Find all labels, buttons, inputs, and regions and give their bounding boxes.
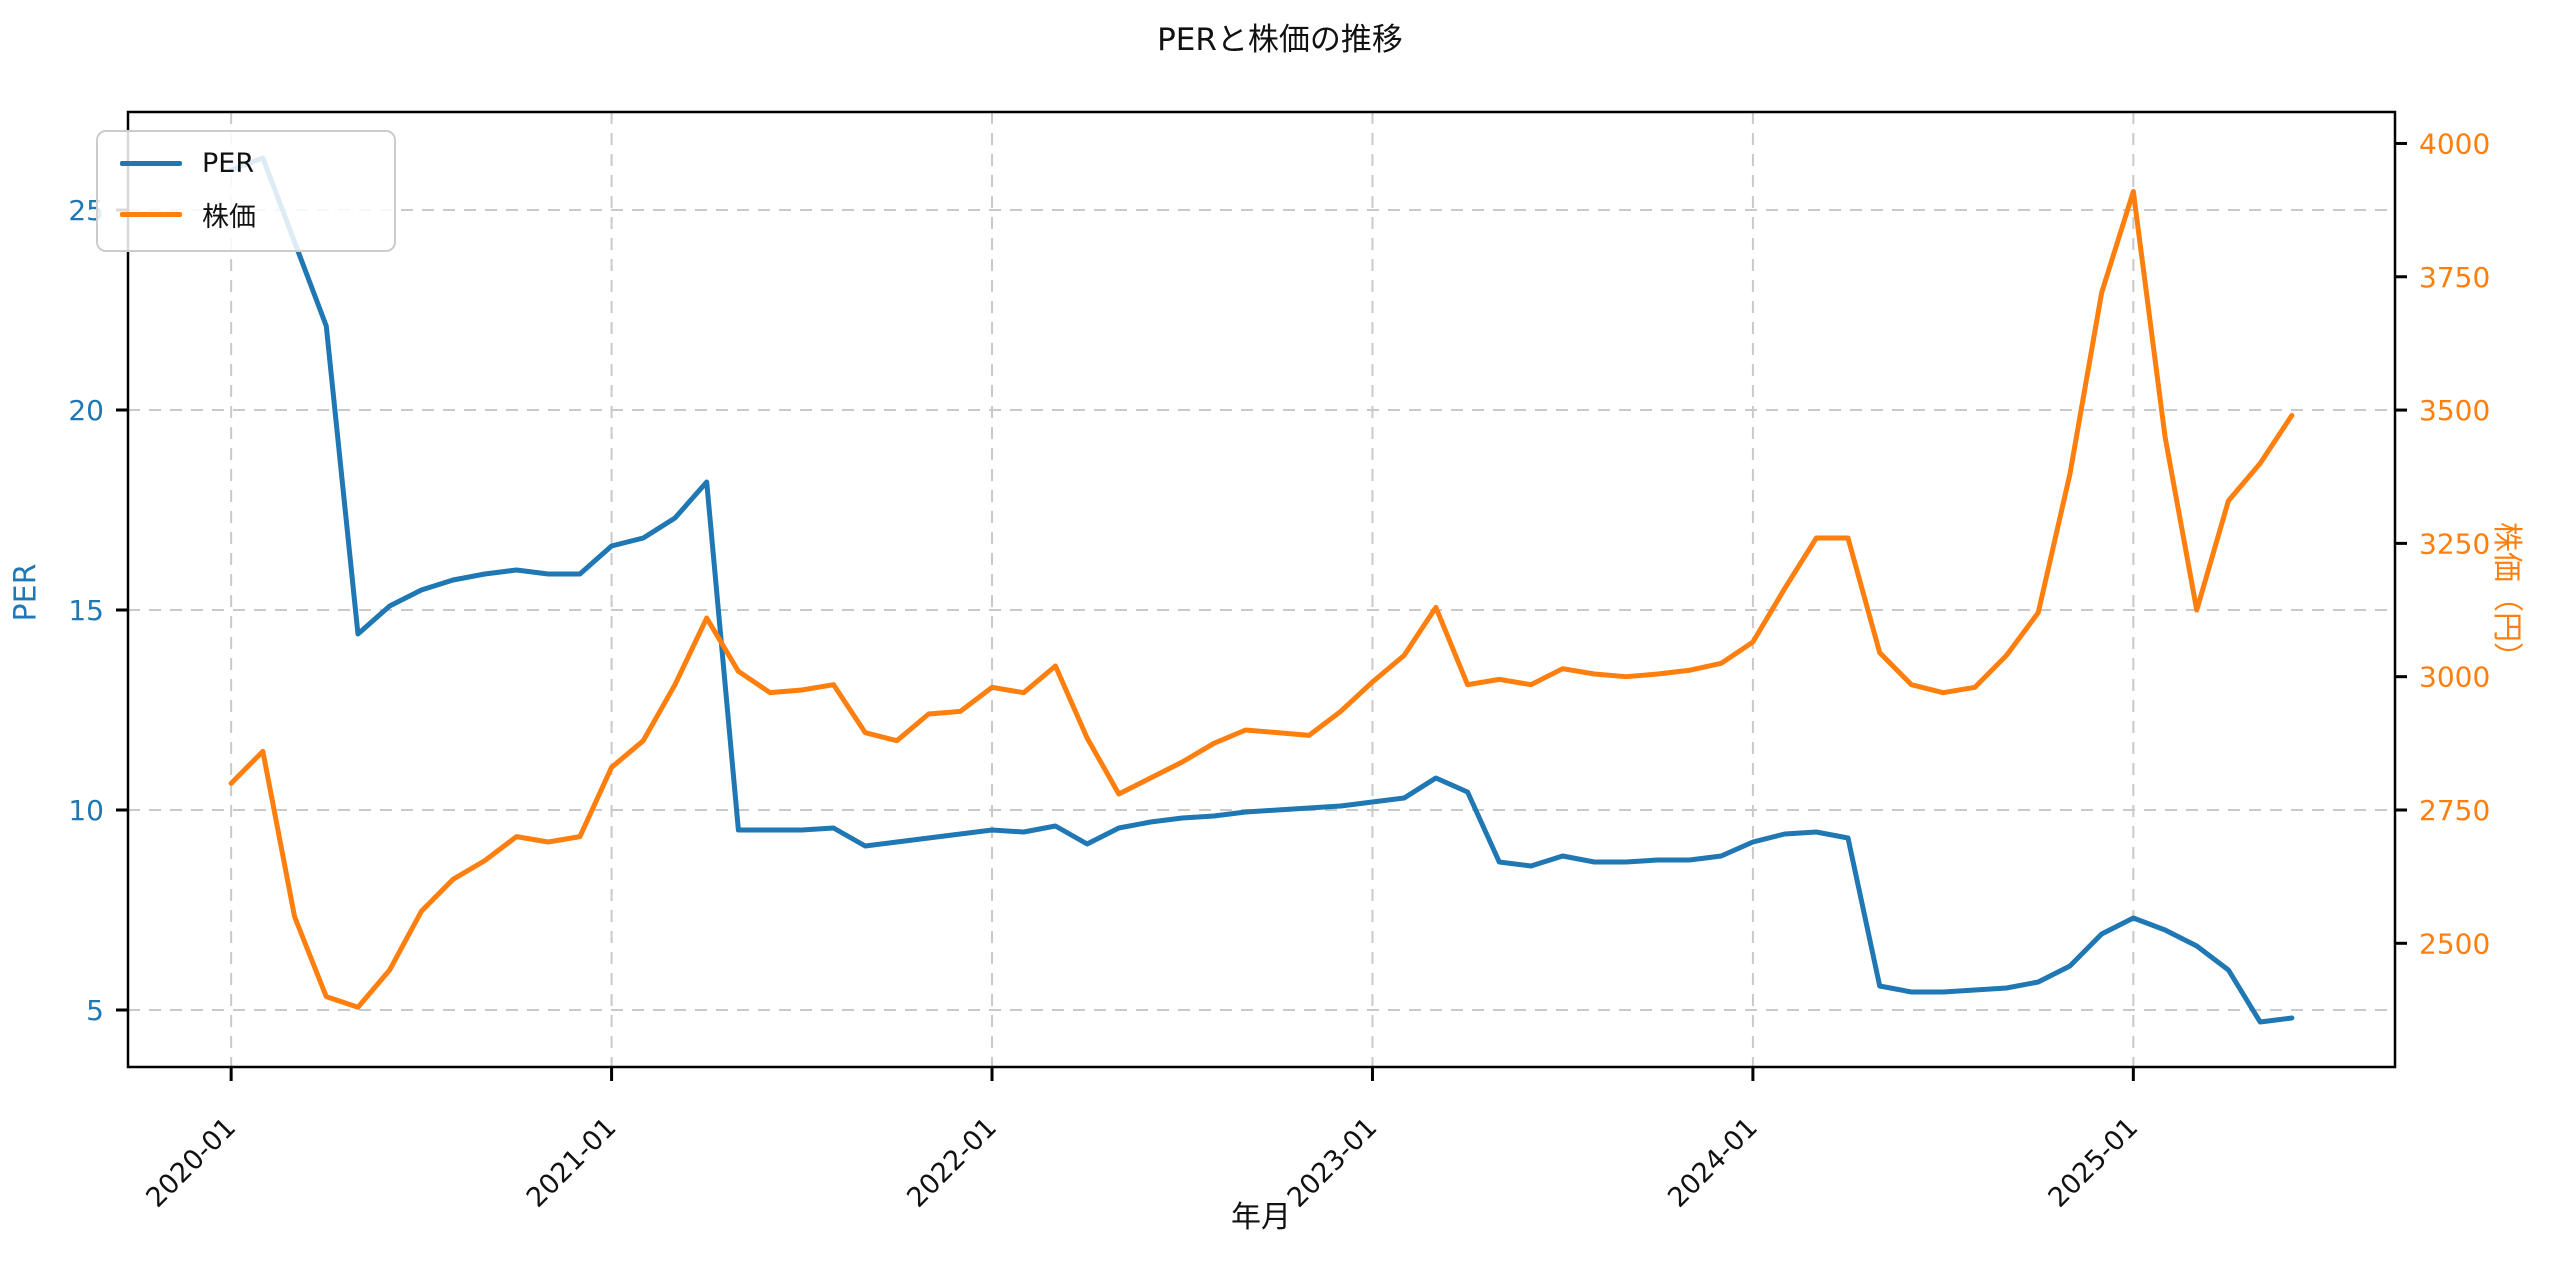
y-right-tick-label: 3250 bbox=[2419, 527, 2490, 560]
y-right-tick-label: 3500 bbox=[2419, 394, 2490, 427]
y-right-tick-label: 3750 bbox=[2419, 261, 2490, 294]
chart-legend: PER 株価 bbox=[96, 130, 396, 252]
legend-item-per: PER bbox=[98, 148, 394, 179]
y-right-tick-label: 3000 bbox=[2419, 661, 2490, 694]
chart-title: PERと株価の推移 bbox=[1157, 22, 1403, 58]
y-left-tick-label: 15 bbox=[68, 594, 104, 627]
legend-label-price: 株価 bbox=[202, 202, 256, 233]
y-right-tick-label: 2500 bbox=[2419, 927, 2490, 960]
y-right-tick-label: 2750 bbox=[2419, 794, 2490, 827]
plot-border bbox=[126, 110, 2397, 1069]
y-left-tick-label: 20 bbox=[68, 394, 104, 427]
series-line-per bbox=[228, 155, 2295, 1025]
y-axis-right-title: 株価（円） bbox=[2489, 522, 2524, 672]
legend-item-price: 株価 bbox=[98, 195, 394, 234]
y-axis-left-title: PER bbox=[8, 563, 44, 622]
y-left-tick-label: 10 bbox=[68, 794, 104, 827]
y-right-tick-label: 4000 bbox=[2419, 127, 2490, 160]
y-left-tick-label: 5 bbox=[86, 994, 104, 1027]
x-axis-title: 年月 bbox=[1231, 1200, 1291, 1235]
per-line-swatch bbox=[120, 161, 182, 166]
legend-label-per: PER bbox=[202, 148, 255, 179]
series-line-price bbox=[228, 188, 2295, 1010]
price-line-swatch bbox=[120, 212, 182, 217]
